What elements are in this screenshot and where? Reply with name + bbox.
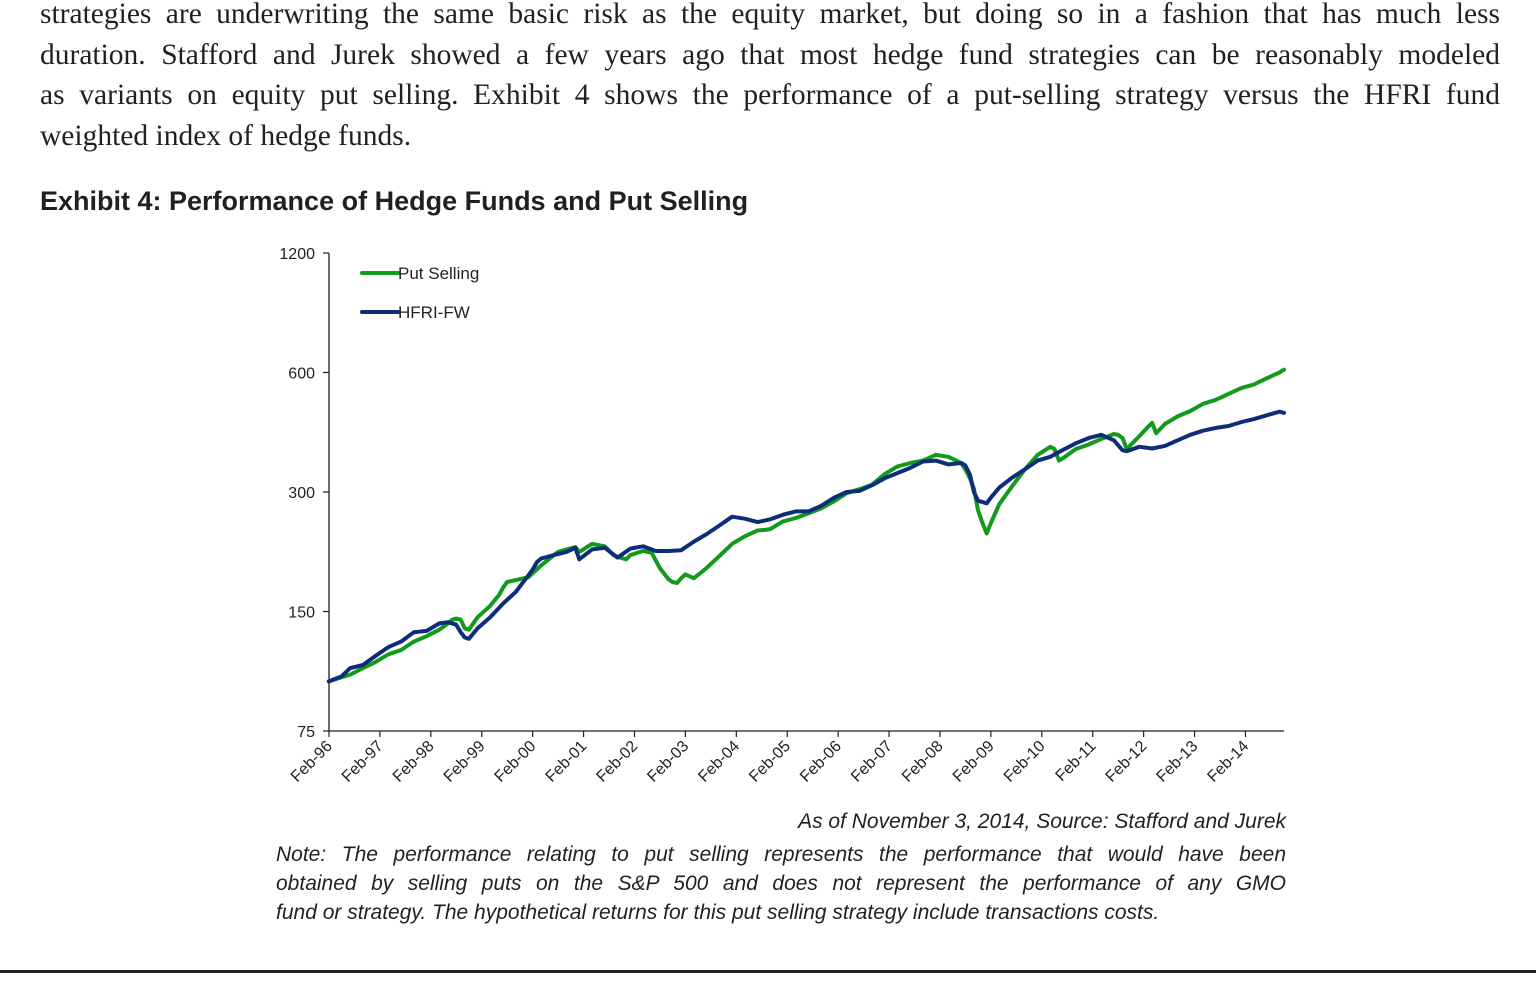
bottom-rule [0, 970, 1536, 973]
x-tick-label: Feb-01 [543, 738, 591, 786]
exhibit-title: Exhibit 4: Performance of Hedge Funds an… [40, 186, 749, 216]
x-tick-label: Feb-08 [899, 738, 947, 786]
y-tick-label: 300 [288, 485, 315, 502]
x-tick-label: Feb-06 [797, 738, 845, 786]
x-tick-label: Feb-03 [644, 738, 692, 786]
x-tick-label: Feb-11 [1053, 738, 1100, 785]
x-tick-label: Feb-10 [1001, 738, 1049, 786]
x-tick-label: Feb-12 [1103, 738, 1151, 786]
series-line-hfri-fw [326, 409, 1286, 684]
paragraph-line: as variants on equity put selling. Exhib… [40, 79, 1500, 111]
paragraph-line: duration. Stafford and Jurek showed a fe… [40, 38, 1500, 71]
series-layer [326, 367, 1286, 684]
y-tick-label: 150 [288, 605, 315, 622]
y-tick-label: 600 [288, 366, 315, 383]
x-tick-label: Feb-99 [441, 738, 489, 786]
source-caption: As of November 3, 2014, Source: Stafford… [798, 810, 1286, 833]
paragraph-line: weighted index of hedge funds. [40, 119, 412, 152]
y-tick-label: 1200 [279, 246, 315, 263]
chart-note: Note: The performance relating to put se… [276, 840, 1286, 927]
paragraph-line: strategies are underwriting the same bas… [40, 0, 1500, 30]
x-tick-label: Feb-98 [390, 738, 438, 786]
chart-legend: Put Selling HFRI-FW [360, 264, 479, 322]
body-paragraph: strategies are underwriting the same bas… [40, 0, 1500, 156]
legend-label: HFRI-FW [398, 303, 470, 322]
x-tick-label: Feb-02 [593, 738, 641, 786]
x-tick-label: Feb-04 [695, 738, 743, 786]
note-line: fund or strategy. The hypothetical retur… [276, 901, 1160, 924]
y-tick-label: 75 [297, 724, 315, 741]
x-tick-label: Feb-05 [746, 738, 794, 786]
x-tick-label: Feb-13 [1153, 738, 1201, 786]
x-tick-label: Feb-97 [339, 738, 387, 786]
x-tick-label: Feb-14 [1204, 738, 1252, 786]
x-tick-label: Feb-07 [848, 738, 896, 786]
note-line: obtained by selling puts on the S&P 500 … [276, 872, 1286, 895]
x-tick-label: Feb-09 [950, 738, 998, 786]
x-tick-label: Feb-00 [492, 738, 540, 786]
x-tick-label: Feb-96 [288, 738, 336, 786]
note-line: Note: The performance relating to put se… [276, 843, 1286, 866]
series-line-put-selling [326, 367, 1286, 684]
legend-label: Put Selling [398, 264, 479, 283]
